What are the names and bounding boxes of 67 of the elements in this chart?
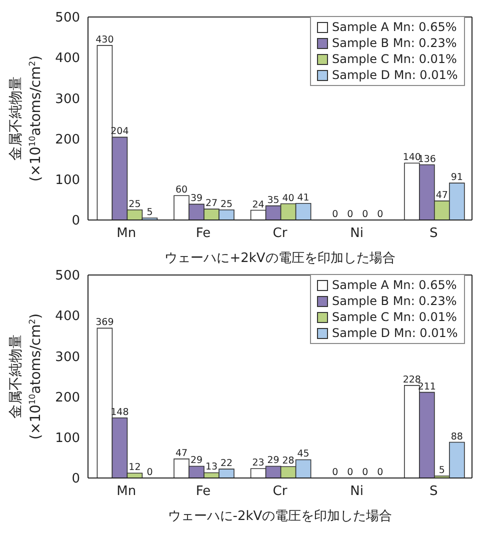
y-tick-label: 0 <box>72 214 80 229</box>
x-tick-label: Ni <box>350 484 364 500</box>
data-label: 22 <box>220 458 233 470</box>
data-label: 47 <box>175 448 188 459</box>
y-tick-label: 400 <box>55 51 80 66</box>
x-axis-title: ウェーハに+2kVの電圧を印加した場合 <box>164 251 396 266</box>
y-tick-label: 0 <box>72 472 80 487</box>
legend-label: Sample D Mn: 0.01% <box>332 325 458 341</box>
data-label: 91 <box>450 172 463 184</box>
y-tick-label: 500 <box>55 10 80 26</box>
data-label: 47 <box>436 190 448 201</box>
data-label: 0 <box>332 208 338 220</box>
legend-label: Sample A Mn: 0.65% <box>332 19 457 35</box>
legend-label: Sample A Mn: 0.65% <box>332 277 457 293</box>
data-label: 5 <box>438 464 445 476</box>
data-label: 39 <box>190 193 203 204</box>
data-label: 0 <box>332 466 338 478</box>
data-label: 24 <box>252 199 264 210</box>
x-tick-label: S <box>429 226 438 242</box>
data-label: 0 <box>347 208 354 220</box>
legend-label: Sample C Mn: 0.01% <box>332 309 457 325</box>
y-tick-label: 200 <box>55 132 80 148</box>
data-label: 0 <box>377 466 384 478</box>
data-label: 0 <box>362 466 368 478</box>
x-axis-title: ウェーハに-2kVの電圧を印加した場合 <box>168 509 392 524</box>
data-label: 5 <box>146 206 153 218</box>
data-label: 88 <box>450 431 463 442</box>
data-label: 28 <box>282 456 294 467</box>
data-label: 45 <box>297 448 310 460</box>
x-tick-label: Fe <box>196 226 211 242</box>
data-label: 13 <box>205 462 218 473</box>
x-tick-label: Mn <box>116 226 136 242</box>
x-tick-label: Cr <box>272 226 288 242</box>
x-tick-label: Cr <box>272 484 288 500</box>
legend-label: Sample B Mn: 0.23% <box>332 293 457 309</box>
data-label: 25 <box>220 198 233 210</box>
data-label: 40 <box>282 192 294 204</box>
data-label: 12 <box>128 462 141 474</box>
data-label: 430 <box>96 34 114 46</box>
data-label: 0 <box>362 208 368 220</box>
data-label: 23 <box>252 458 264 469</box>
y-tick-label: 200 <box>55 390 80 406</box>
legend-label: Sample D Mn: 0.01% <box>332 67 458 83</box>
x-tick-label: Fe <box>196 484 211 500</box>
y-tick-label: 100 <box>55 431 80 446</box>
data-label: 0 <box>347 466 354 478</box>
y-tick-label: 300 <box>55 350 80 365</box>
data-label: 27 <box>205 198 218 210</box>
data-label: 29 <box>190 455 203 466</box>
data-label: 35 <box>267 194 280 206</box>
data-label: 0 <box>377 208 384 220</box>
data-label: 0 <box>146 466 153 478</box>
legend-label: Sample C Mn: 0.01% <box>332 51 457 67</box>
data-label: 25 <box>128 198 141 210</box>
y-tick-label: 300 <box>55 92 80 107</box>
data-label: 228 <box>402 374 421 386</box>
y-tick-label: 500 <box>55 268 80 284</box>
data-label: 369 <box>96 317 114 328</box>
data-label: 29 <box>267 455 280 466</box>
data-label: 41 <box>297 192 310 204</box>
y-tick-label: 400 <box>55 309 80 324</box>
legend-label: Sample B Mn: 0.23% <box>332 35 457 51</box>
y-tick-label: 100 <box>55 173 80 188</box>
x-tick-label: Ni <box>350 226 364 242</box>
data-label: 60 <box>175 184 188 196</box>
x-tick-label: Mn <box>116 484 136 500</box>
x-tick-label: S <box>429 484 438 500</box>
